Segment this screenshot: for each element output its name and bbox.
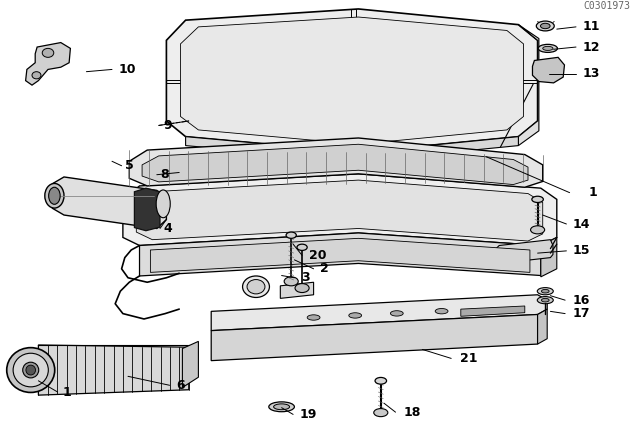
Ellipse shape	[538, 288, 553, 295]
Text: 20: 20	[309, 249, 326, 262]
Text: 18: 18	[403, 405, 420, 419]
Text: 13: 13	[582, 67, 600, 81]
Ellipse shape	[247, 280, 265, 294]
Polygon shape	[182, 341, 198, 388]
Text: 17: 17	[573, 307, 590, 320]
Text: 19: 19	[300, 408, 317, 421]
Ellipse shape	[307, 315, 320, 320]
Ellipse shape	[284, 277, 298, 286]
Ellipse shape	[26, 365, 35, 375]
Ellipse shape	[536, 21, 554, 31]
Text: 6: 6	[176, 379, 184, 392]
Ellipse shape	[297, 244, 307, 250]
Ellipse shape	[23, 362, 38, 378]
Polygon shape	[211, 314, 538, 361]
Ellipse shape	[49, 187, 60, 204]
Text: 16: 16	[573, 293, 590, 307]
Ellipse shape	[435, 309, 448, 314]
Polygon shape	[134, 188, 160, 231]
Ellipse shape	[32, 72, 41, 79]
Polygon shape	[532, 57, 564, 83]
Ellipse shape	[286, 232, 296, 238]
Ellipse shape	[243, 276, 269, 297]
Text: 1: 1	[63, 385, 72, 399]
Polygon shape	[186, 137, 518, 161]
Ellipse shape	[156, 190, 170, 218]
Polygon shape	[461, 306, 525, 316]
Text: 4: 4	[163, 222, 172, 235]
Text: 11: 11	[582, 20, 600, 34]
Ellipse shape	[541, 289, 549, 293]
Polygon shape	[52, 177, 166, 228]
Text: 15: 15	[573, 244, 590, 258]
Polygon shape	[142, 144, 528, 185]
Ellipse shape	[538, 297, 553, 304]
Polygon shape	[280, 282, 314, 298]
Text: 3: 3	[301, 271, 309, 284]
Polygon shape	[496, 240, 553, 263]
Polygon shape	[38, 345, 189, 395]
Text: 8: 8	[160, 168, 168, 181]
Ellipse shape	[538, 44, 557, 52]
Ellipse shape	[269, 402, 294, 412]
Text: 14: 14	[573, 217, 590, 231]
Text: 10: 10	[118, 63, 136, 76]
Polygon shape	[123, 174, 557, 246]
Ellipse shape	[45, 184, 64, 208]
Ellipse shape	[375, 377, 387, 384]
Ellipse shape	[295, 284, 309, 293]
Text: 9: 9	[163, 119, 172, 132]
Polygon shape	[129, 138, 543, 187]
Ellipse shape	[6, 348, 55, 392]
Polygon shape	[166, 9, 538, 152]
Ellipse shape	[390, 311, 403, 316]
Polygon shape	[211, 295, 547, 331]
Text: C0301973: C0301973	[584, 1, 630, 11]
Text: 2: 2	[320, 262, 329, 276]
Ellipse shape	[541, 298, 549, 302]
Polygon shape	[26, 43, 70, 85]
Ellipse shape	[532, 196, 543, 202]
Ellipse shape	[13, 353, 49, 387]
Text: 12: 12	[582, 40, 600, 54]
Polygon shape	[150, 238, 530, 272]
Ellipse shape	[349, 313, 362, 318]
Text: 21: 21	[460, 352, 477, 365]
Text: 5: 5	[125, 159, 134, 172]
Ellipse shape	[374, 409, 388, 417]
Text: 1: 1	[589, 186, 598, 199]
Polygon shape	[518, 25, 539, 146]
Ellipse shape	[274, 404, 290, 409]
Polygon shape	[136, 180, 543, 241]
Polygon shape	[538, 309, 547, 344]
Ellipse shape	[42, 48, 54, 57]
Ellipse shape	[543, 46, 553, 51]
Polygon shape	[140, 233, 541, 276]
Polygon shape	[180, 17, 524, 144]
Ellipse shape	[531, 226, 545, 234]
Polygon shape	[541, 237, 557, 277]
Ellipse shape	[540, 23, 550, 29]
